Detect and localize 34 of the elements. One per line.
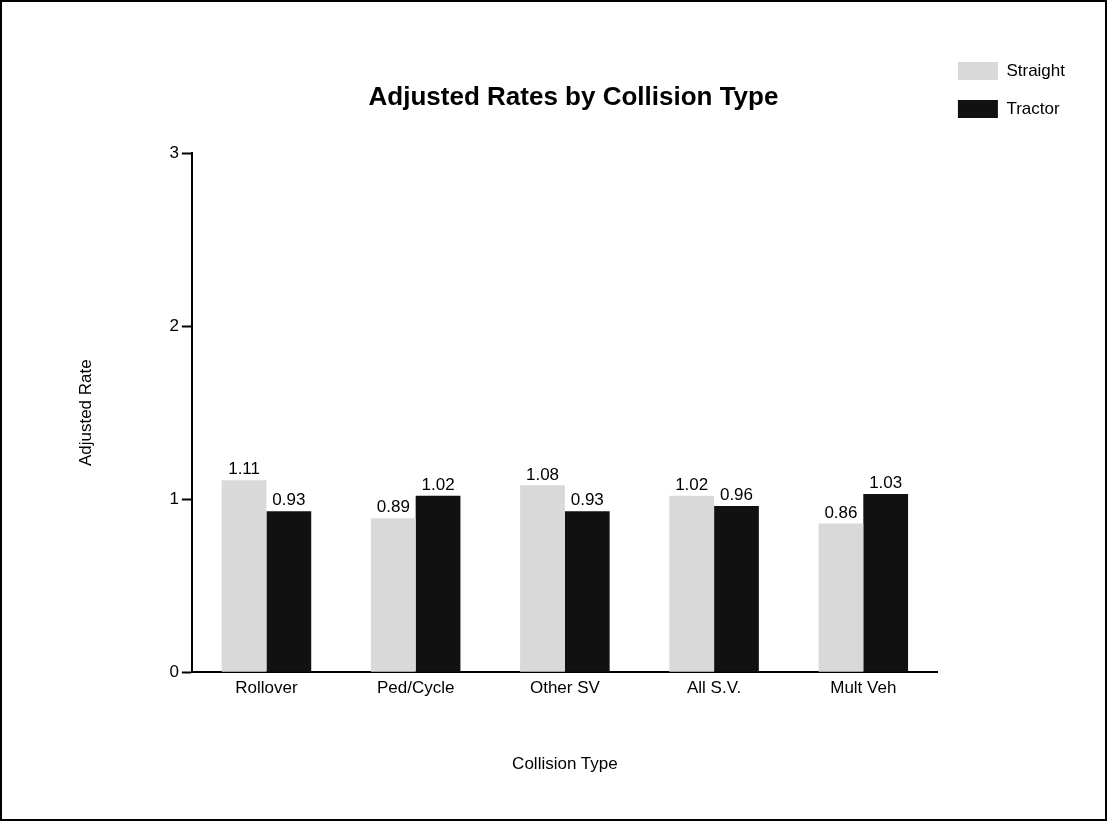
- legend-label: Tractor: [1006, 98, 1060, 118]
- y-tick-label: 2: [169, 315, 179, 335]
- data-label: 0.93: [272, 490, 306, 510]
- bar: [863, 494, 909, 672]
- data-label: 1.11: [228, 459, 260, 479]
- bar: [714, 506, 759, 672]
- y-tick-label: 1: [169, 488, 179, 508]
- data-label: 1.08: [525, 464, 560, 484]
- bar: [266, 511, 312, 672]
- bar: [415, 495, 461, 672]
- data-label: 0.96: [719, 485, 754, 505]
- y-tick-label: 0: [169, 661, 179, 681]
- x-axis-title: Collision Type: [512, 754, 618, 774]
- bar: [370, 518, 416, 672]
- legend-label: Straight: [1006, 60, 1066, 80]
- x-tick-label: All S.V.: [687, 678, 742, 698]
- data-label: 0.86: [824, 502, 858, 522]
- chart-title: Adjusted Rates by Collision Type: [368, 80, 779, 111]
- y-axis-title: Adjusted Rate: [75, 359, 95, 467]
- bar: [221, 480, 267, 672]
- data-label: 1.03: [869, 473, 903, 493]
- bar: [520, 485, 565, 672]
- x-tick-label: Mult Veh: [830, 678, 897, 698]
- y-tick-label: 3: [169, 142, 179, 162]
- data-label: 0.93: [570, 490, 604, 510]
- bar: [564, 511, 610, 672]
- x-tick-label: Other SV: [529, 678, 601, 698]
- bar: [669, 495, 715, 672]
- data-label: 0.89: [376, 497, 410, 517]
- data-label: 1.02: [421, 474, 455, 494]
- x-tick-label: Ped/Cycle: [376, 678, 455, 698]
- x-tick-label: Rollover: [235, 678, 298, 698]
- bar: [818, 523, 864, 672]
- data-label: 1.02: [675, 474, 709, 494]
